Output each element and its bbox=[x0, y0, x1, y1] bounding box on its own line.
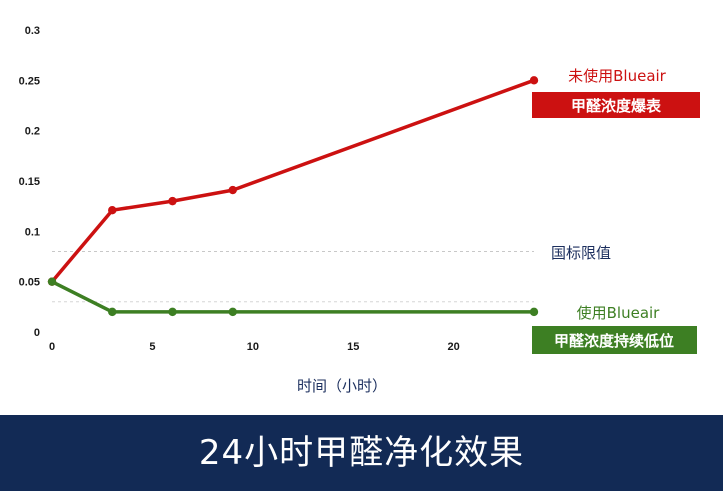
data-point bbox=[529, 76, 539, 85]
x-axis-ticks: 0 5 10 15 20 bbox=[49, 341, 460, 353]
x-tick-label: 10 bbox=[247, 341, 259, 353]
x-tick-label: 20 bbox=[448, 341, 460, 353]
series-lines bbox=[50, 78, 535, 314]
series-label-untreated: 未使用Blueair bbox=[568, 67, 667, 85]
footer-banner: 24小时甲醛净化效果 bbox=[0, 415, 723, 491]
x-axis-label: 时间（小时） bbox=[297, 377, 387, 395]
x-tick-label: 15 bbox=[347, 341, 359, 353]
series-line-1 bbox=[51, 280, 534, 314]
y-tick-label: 0.15 bbox=[19, 176, 40, 188]
y-tick-label: 0.05 bbox=[19, 277, 40, 289]
data-point bbox=[228, 185, 237, 195]
tag-text-untreated: 甲醛浓度爆表 bbox=[571, 97, 662, 115]
y-axis-ticks: 0 0.05 0.1 0.15 0.2 0.25 0.3 bbox=[19, 25, 40, 339]
tag-text-treated: 甲醛浓度持续低位 bbox=[554, 332, 674, 350]
y-tick-label: 0.25 bbox=[19, 75, 40, 87]
series-label-treated: 使用Blueair bbox=[577, 304, 661, 322]
data-point bbox=[47, 277, 57, 286]
gridlines bbox=[52, 250, 534, 303]
data-point bbox=[168, 196, 177, 206]
y-tick-label: 0.1 bbox=[25, 226, 40, 238]
y-tick-label: 0.3 bbox=[25, 25, 40, 37]
data-point bbox=[108, 205, 117, 215]
threshold-label: 国标限值 bbox=[551, 244, 611, 262]
tag-box-untreated bbox=[532, 92, 700, 118]
data-point bbox=[168, 307, 177, 317]
tag-box-treated bbox=[532, 326, 697, 354]
banner-title: 24小时甲醛净化效果 bbox=[198, 433, 525, 473]
data-point bbox=[529, 307, 539, 317]
x-tick-label: 5 bbox=[149, 341, 155, 353]
data-point bbox=[108, 307, 117, 317]
y-tick-label: 0 bbox=[34, 327, 40, 339]
series-points bbox=[47, 76, 539, 317]
x-tick-label: 0 bbox=[49, 341, 55, 353]
y-tick-label: 0.2 bbox=[25, 126, 40, 138]
chart: 0 0.05 0.1 0.15 0.2 0.25 0.3 0 5 10 15 20 未使用Bluea… bbox=[19, 25, 700, 395]
data-point bbox=[228, 307, 237, 317]
